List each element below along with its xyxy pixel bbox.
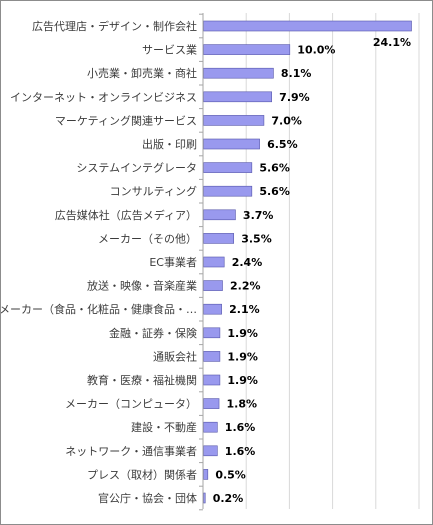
value-label: 0.5% bbox=[215, 468, 246, 481]
bar bbox=[203, 374, 221, 386]
category-label: 官公庁・協会・団体 bbox=[98, 491, 197, 505]
value-label: 6.5% bbox=[267, 138, 298, 151]
bar bbox=[203, 327, 221, 339]
category-label: メーカー（食品・化粧品・健康食品・… bbox=[1, 302, 197, 316]
bar bbox=[203, 492, 206, 504]
value-label: 2.1% bbox=[229, 303, 260, 316]
bar bbox=[203, 233, 235, 244]
category-label: 広告媒体社（広告メディア） bbox=[55, 208, 197, 222]
category-label: EC事業者 bbox=[149, 256, 197, 269]
category-label: 通販会社 bbox=[153, 349, 197, 363]
value-label: 7.9% bbox=[279, 91, 310, 104]
value-label: 7.0% bbox=[271, 114, 302, 127]
category-label: 建設・不動産 bbox=[131, 420, 197, 434]
category-label: 広告代理店・デザイン・制作会社 bbox=[32, 19, 197, 33]
value-label: 5.6% bbox=[259, 162, 290, 175]
value-label: 8.1% bbox=[281, 67, 312, 80]
category-label: マーケティング関連サービス bbox=[55, 113, 197, 127]
value-label: 1.9% bbox=[227, 374, 258, 387]
category-label: 小売業・卸売業・商社 bbox=[87, 66, 197, 80]
category-label: メーカー（コンピュータ） bbox=[65, 398, 197, 411]
bar bbox=[203, 44, 291, 55]
bar bbox=[203, 91, 272, 103]
bar bbox=[203, 351, 221, 362]
category-label: 放送・映像・音楽産業 bbox=[87, 279, 197, 293]
category-label: 出版・印刷 bbox=[142, 137, 197, 151]
value-label: 3.7% bbox=[243, 209, 274, 222]
category-label: ネットワーク・通信事業者 bbox=[65, 445, 197, 458]
bar bbox=[203, 421, 218, 433]
bar bbox=[203, 469, 209, 480]
bar bbox=[203, 185, 253, 197]
value-label: 24.1% bbox=[373, 36, 411, 49]
value-label: 3.5% bbox=[241, 232, 272, 245]
bar bbox=[203, 67, 274, 79]
bar bbox=[203, 115, 265, 126]
category-label: コンサルティング bbox=[110, 184, 197, 198]
bar bbox=[203, 162, 253, 173]
category-label: システムインテグレータ bbox=[76, 161, 197, 175]
bar bbox=[203, 280, 223, 291]
bar bbox=[203, 209, 236, 221]
bar bbox=[203, 138, 260, 150]
value-label: 1.6% bbox=[225, 445, 256, 458]
category-label: 金融・証券・保険 bbox=[109, 326, 197, 340]
bar bbox=[203, 398, 220, 409]
category-label: インターネット・オンラインビジネス bbox=[10, 91, 197, 104]
value-label: 5.6% bbox=[259, 185, 290, 198]
value-label: 0.2% bbox=[213, 492, 244, 505]
category-label: 教育・医療・福祉機関 bbox=[87, 373, 197, 387]
value-label: 1.6% bbox=[225, 421, 256, 434]
category-label: メーカー（その他） bbox=[98, 232, 197, 245]
value-label: 1.9% bbox=[227, 350, 258, 363]
bar bbox=[203, 445, 218, 457]
bar bbox=[203, 256, 225, 268]
value-label: 1.9% bbox=[227, 327, 258, 340]
value-label: 2.2% bbox=[230, 280, 261, 293]
value-label: 2.4% bbox=[232, 256, 263, 269]
category-label: プレス（取材）関係者 bbox=[87, 467, 197, 481]
value-label: 1.8% bbox=[227, 398, 258, 411]
category-label: サービス業 bbox=[142, 44, 197, 57]
bar bbox=[203, 20, 412, 32]
bar bbox=[203, 303, 222, 315]
value-label: 10.0% bbox=[297, 44, 335, 57]
